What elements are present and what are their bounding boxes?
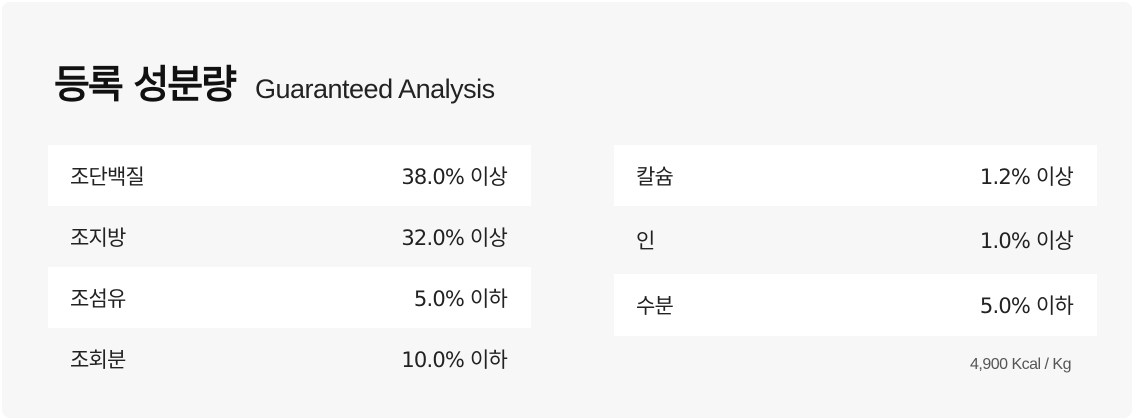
analysis-table-left: 조단백질 38.0% 이상 조지방 32.0% 이상 조섬유 5.0% 이하 조… bbox=[48, 145, 531, 389]
title-english: Guaranteed Analysis bbox=[254, 74, 495, 104]
nutrient-name: 수분 bbox=[636, 294, 674, 318]
energy-content: 4,900 Kcal / Kg bbox=[614, 336, 1097, 374]
nutrient-value: 1.2% 이상 bbox=[979, 164, 1074, 189]
nutrient-value: 32.0% 이상 bbox=[401, 225, 507, 250]
nutrient-name: 조단백질 bbox=[70, 164, 145, 189]
nutrient-value: 5.0% 이하 bbox=[979, 294, 1074, 318]
nutrient-name: 조섬유 bbox=[70, 286, 126, 311]
nutrient-name: 조회분 bbox=[70, 347, 126, 372]
nutrient-name: 인 bbox=[636, 229, 655, 253]
nutrient-value: 38.0% 이상 bbox=[401, 164, 507, 189]
analysis-table-right: 칼슘 1.2% 이상 인 1.0% 이상 수분 5.0% 이하 4,900 Kc… bbox=[614, 145, 1097, 374]
nutrient-value: 10.0% 이하 bbox=[401, 347, 507, 372]
analysis-row-crude-protein: 조단백질 38.0% 이상 bbox=[48, 145, 531, 206]
analysis-row-moisture: 수분 5.0% 이하 bbox=[614, 274, 1097, 336]
nutrient-name: 조지방 bbox=[70, 225, 126, 250]
analysis-row-crude-ash: 조회분 10.0% 이하 bbox=[48, 328, 531, 389]
analysis-row-phosphorus: 인 1.0% 이상 bbox=[614, 206, 1097, 274]
section-heading: 등록 성분량 Guaranteed Analysis bbox=[54, 54, 495, 110]
energy-value: 4,900 Kcal / Kg bbox=[969, 356, 1072, 373]
nutrient-value: 1.0% 이상 bbox=[979, 229, 1074, 253]
title-korean: 등록 성분량 bbox=[54, 63, 237, 108]
nutrient-name: 칼슘 bbox=[636, 164, 674, 189]
analysis-row-crude-fiber: 조섬유 5.0% 이하 bbox=[48, 267, 531, 328]
analysis-row-calcium: 칼슘 1.2% 이상 bbox=[614, 145, 1097, 206]
nutrient-value: 5.0% 이하 bbox=[413, 286, 508, 311]
analysis-row-crude-fat: 조지방 32.0% 이상 bbox=[48, 206, 531, 267]
